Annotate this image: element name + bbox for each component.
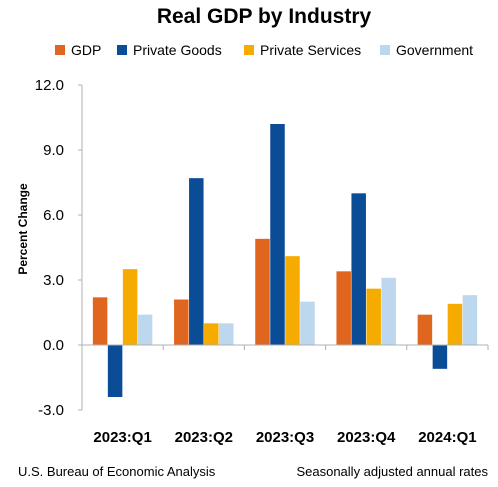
bar-private-goods: [189, 178, 204, 345]
legend-label: Private Goods: [133, 42, 222, 58]
bars-group: [92, 124, 478, 397]
x-category-label: 2023:Q3: [256, 429, 314, 446]
bar-private-goods: [432, 345, 448, 369]
bar-gdp: [417, 314, 433, 345]
chart-legend: GDP Private Goods Private Services Governme…: [55, 42, 473, 58]
y-tick-label: 6.0: [43, 207, 64, 224]
bar-gdp: [92, 297, 108, 345]
x-category-label: 2023:Q1: [93, 429, 151, 446]
legend-swatch: [55, 45, 65, 55]
x-category-label: 2023:Q4: [337, 429, 396, 446]
bar-government: [381, 277, 396, 345]
y-axis-ticks: -3.0 0.0 3.0 6.0 9.0 12.0: [35, 77, 82, 419]
bar-gdp: [174, 299, 189, 345]
y-axis-label: Percent Change: [16, 183, 30, 275]
footer-note: Seasonally adjusted annual rates: [296, 464, 488, 479]
legend-swatch: [380, 45, 390, 55]
legend-swatch: [117, 45, 127, 55]
bar-private-services: [122, 269, 138, 345]
y-tick-label: -3.0: [38, 402, 64, 419]
legend-label: Private Services: [260, 42, 361, 58]
bar-gdp: [255, 238, 270, 345]
legend-label: GDP: [71, 42, 101, 58]
bar-government: [137, 314, 153, 345]
bar-private-services: [366, 288, 381, 345]
bar-private-services: [447, 303, 463, 345]
bar-private-services: [285, 256, 300, 345]
y-tick-label: 0.0: [43, 337, 64, 354]
footer-source: U.S. Bureau of Economic Analysis: [18, 464, 216, 479]
bar-government: [219, 323, 234, 345]
legend-label: Government: [396, 42, 473, 58]
bar-private-services: [204, 323, 219, 345]
legend-swatch: [244, 45, 254, 55]
bar-private-goods: [270, 124, 285, 345]
y-tick-label: 3.0: [43, 272, 64, 289]
bar-private-goods: [351, 193, 366, 345]
y-tick-label: 9.0: [43, 142, 64, 159]
chart-title: Real GDP by Industry: [157, 5, 372, 28]
x-category-label: 2024:Q1: [418, 429, 476, 446]
bar-gdp: [336, 271, 351, 345]
x-axis-categories: 2023:Q1 2023:Q2 2023:Q3 2023:Q4 2024:Q1: [81, 345, 489, 446]
x-category-label: 2023:Q2: [175, 429, 233, 446]
bar-government: [462, 295, 478, 345]
bar-government: [300, 301, 315, 345]
bar-private-goods: [107, 345, 123, 397]
y-tick-label: 12.0: [35, 77, 64, 94]
